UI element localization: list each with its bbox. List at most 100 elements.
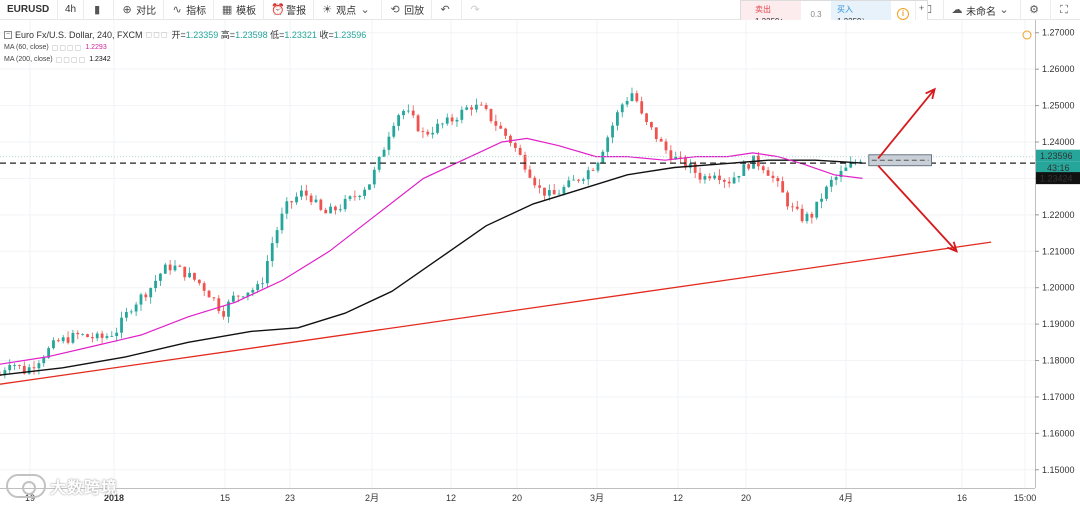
time-tick-label: 2018 xyxy=(104,493,124,503)
countdown-label-bg xyxy=(1036,161,1080,174)
candle-body xyxy=(820,198,823,202)
time-tick-label: 2月 xyxy=(365,493,379,503)
candle-body xyxy=(324,209,328,214)
clock-icon[interactable] xyxy=(1022,30,1032,40)
candle-body xyxy=(465,107,469,110)
collapse-legend-icon[interactable]: − xyxy=(4,30,12,39)
price-tick-label: 1.26000 xyxy=(1042,64,1075,74)
candle-body xyxy=(290,201,294,203)
candle-body xyxy=(586,170,590,180)
ma200-line xyxy=(0,159,863,376)
ma60-settings-icon[interactable]: ◻◻◻◻ xyxy=(51,42,83,52)
candle-body xyxy=(86,334,89,338)
settings-button[interactable]: ⚙ xyxy=(1020,0,1050,20)
candle-body xyxy=(348,196,352,199)
symbol-search-button[interactable]: EURUSD xyxy=(0,0,58,20)
watermark: 大数跨境 xyxy=(6,474,118,498)
candle-body xyxy=(27,367,31,374)
candle-body xyxy=(129,311,133,313)
price-tick-label: 1.20000 xyxy=(1042,283,1075,293)
candle-body xyxy=(786,192,789,207)
chart-type-button[interactable]: ▮ xyxy=(84,0,115,20)
candle-body xyxy=(406,110,410,112)
ideas-button[interactable]: ☀ 观点 ⌄ xyxy=(314,0,383,20)
candle-body xyxy=(246,292,250,297)
candle-body xyxy=(197,279,201,284)
templates-button[interactable]: ▦ 模板 xyxy=(214,0,265,20)
plus-icon[interactable]: + xyxy=(918,2,925,13)
fullscreen-button[interactable]: ⛶ xyxy=(1050,0,1080,20)
candle-body xyxy=(416,115,420,132)
candle-body xyxy=(421,131,425,133)
arrow-down-line xyxy=(877,165,958,252)
ma200-settings-icon[interactable]: ◻◻◻◻ xyxy=(55,54,87,64)
price-tick-label: 1.19000 xyxy=(1042,319,1075,329)
candle-body xyxy=(159,273,162,281)
candle-body xyxy=(752,155,755,169)
candle-body xyxy=(693,163,697,173)
ohlc-open-label: 开= xyxy=(171,30,186,40)
price-tick-label: 1.24000 xyxy=(1042,137,1075,147)
candle-body xyxy=(32,367,36,369)
time-axis-background xyxy=(0,488,1080,508)
ma200-value: 1.2342 xyxy=(89,55,111,63)
candle-body xyxy=(47,348,51,358)
series-title: Euro Fx/U.S. Dollar, 240, FXCM xyxy=(15,29,143,40)
candle-body xyxy=(431,132,435,135)
candles-icon: ▮ xyxy=(94,3,101,16)
price-tick-label: 1.21000 xyxy=(1042,246,1075,256)
chart-legend: − Euro Fx/U.S. Dollar, 240, FXCM ◻◻◻ 开= 1… xyxy=(4,28,366,65)
candle-body xyxy=(178,265,182,267)
candle-body xyxy=(42,357,46,364)
candle-body xyxy=(110,336,114,337)
save-layout-button[interactable]: ☁ 未命名 ⌄ xyxy=(943,0,1020,20)
trade-info-button[interactable]: i xyxy=(891,1,915,27)
candle-body xyxy=(509,135,512,144)
interval-button[interactable]: 4h xyxy=(58,0,85,20)
undo-button[interactable]: ↶ xyxy=(432,0,463,20)
chart-grid xyxy=(0,20,1035,488)
candle-body xyxy=(8,365,12,371)
indicators-button[interactable]: ∿ 指标 xyxy=(164,0,215,20)
candle-body xyxy=(149,288,153,298)
ohlc-close: 1.23596 xyxy=(333,29,367,40)
candle-body xyxy=(168,264,172,271)
candle-body xyxy=(547,190,551,196)
candle-body xyxy=(202,283,206,291)
candle-body xyxy=(37,363,41,369)
price-axis[interactable]: 1.15000 1.16000 1.17000 1.18000 1.19000 1.200… xyxy=(1022,20,1080,508)
price-chart[interactable]: 1.15000 1.16000 1.17000 1.18000 1.19000 1.200… xyxy=(0,20,1080,508)
candle-body xyxy=(543,187,546,196)
candle-body xyxy=(742,164,746,176)
legend-ma60[interactable]: MA (60, close) ◻◻◻◻ 1.2293 xyxy=(4,41,366,53)
chevron-down-icon: ⌄ xyxy=(360,3,370,16)
legend-main-series: − Euro Fx/U.S. Dollar, 240, FXCM ◻◻◻ 开= 1… xyxy=(4,28,366,41)
candle-body xyxy=(236,295,240,297)
candle-body xyxy=(684,157,687,168)
candle-body xyxy=(81,334,85,335)
candle-body xyxy=(664,141,668,151)
candle-body xyxy=(839,170,843,178)
candle-body xyxy=(227,301,230,317)
candle-body xyxy=(640,101,644,114)
candle-body xyxy=(387,136,391,150)
candle-body xyxy=(382,149,386,157)
legend-ma200[interactable]: MA (200, close) ◻◻◻◻ 1.2342 xyxy=(4,53,366,65)
fullscreen-icon: ⛶ xyxy=(1060,4,1068,16)
candle-body xyxy=(300,190,303,197)
candle-body xyxy=(319,199,323,210)
alert-button[interactable]: ⏰ 警报 xyxy=(264,0,315,20)
indicators-label: 指标 xyxy=(186,6,207,17)
candle-body xyxy=(591,170,595,172)
replay-button[interactable]: ⟲ 回放 xyxy=(382,0,433,20)
ma-price-label: 1.23424 xyxy=(1040,174,1073,184)
series-settings-icon[interactable]: ◻◻◻ xyxy=(145,30,169,39)
time-axis[interactable]: 19 2018 15 23 2月 12 20 3月 12 20 4月 16 15:00 xyxy=(0,488,1080,508)
time-tick-label: 3月 xyxy=(590,493,604,503)
redo-button[interactable]: ↷ xyxy=(462,0,491,20)
candle-body xyxy=(650,122,653,128)
compare-button[interactable]: ⊕ 对比 xyxy=(114,0,165,20)
candle-body xyxy=(504,128,507,136)
symbol-label: EURUSD xyxy=(7,4,50,15)
candle-body xyxy=(538,185,542,188)
